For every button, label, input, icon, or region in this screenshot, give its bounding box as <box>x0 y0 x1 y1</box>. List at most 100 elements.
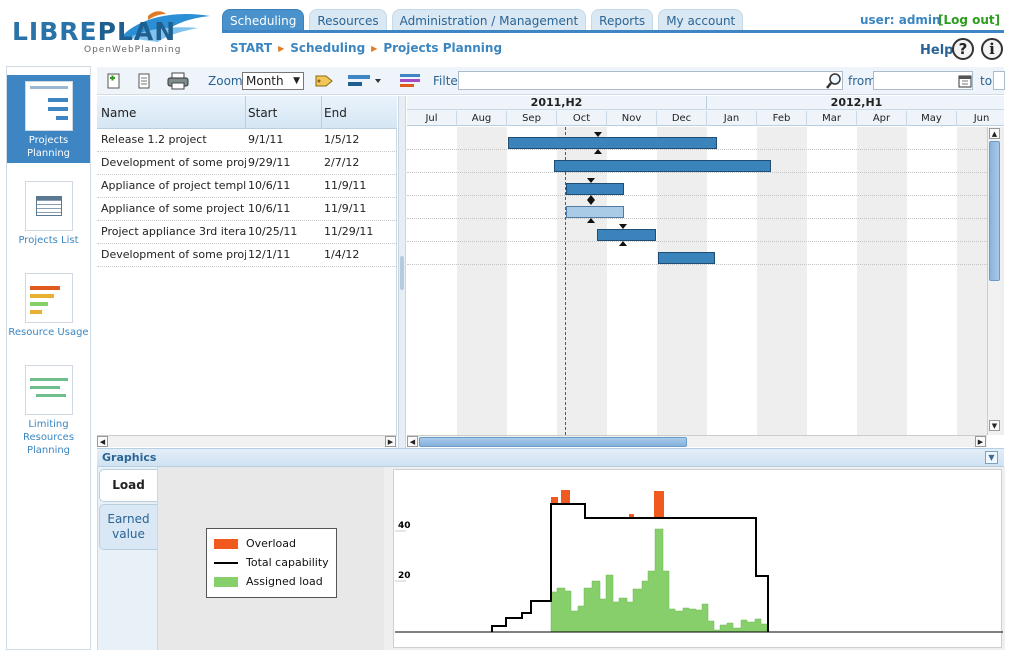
task-end: 1/4/12 <box>324 248 360 261</box>
projects-list-icon <box>24 181 73 231</box>
today-marker <box>565 127 566 435</box>
y-tick-label: 40 <box>398 521 411 531</box>
logout-link[interactable]: [Log out] <box>938 13 1001 27</box>
search-icon[interactable] <box>825 72 843 90</box>
tab-reports[interactable]: Reports <box>591 9 654 31</box>
graphics-header[interactable]: Graphics ▼ <box>97 448 1004 467</box>
task-end: 2/7/12 <box>324 156 360 169</box>
nav-resource-usage[interactable]: Resource Usage <box>7 267 90 353</box>
scroll-up-icon[interactable]: ▲ <box>989 128 1000 139</box>
user-label: user: admin <box>860 13 941 27</box>
overload-bar <box>561 490 570 504</box>
graphics-panel: Load Earned value Overload Total capabil… <box>97 467 1005 650</box>
scroll-right-icon[interactable]: ▶ <box>975 436 986 447</box>
deadline-marker-icon <box>619 224 627 229</box>
nav-limiting-resources-label: Limiting Resources Planning <box>22 419 75 456</box>
task-row[interactable]: Project appliance 3rd iteration 10/25/11… <box>97 221 397 244</box>
task-bar[interactable] <box>658 252 715 264</box>
collapse-icon[interactable]: ▼ <box>985 451 998 464</box>
panel-splitter[interactable] <box>398 96 406 448</box>
column-start[interactable]: Start <box>248 106 278 120</box>
column-name[interactable]: Name <box>101 106 137 120</box>
column-end[interactable]: End <box>324 106 347 120</box>
chart-legend: Overload Total capability Assigned load <box>206 528 337 598</box>
task-list-header: Name Start End <box>97 96 397 129</box>
scrollbar-thumb[interactable] <box>989 141 1000 281</box>
chevron-down-icon: ▼ <box>293 76 300 86</box>
breadcrumb-projects-planning[interactable]: Projects Planning <box>383 41 503 55</box>
logo-word-libre: LIBRE <box>12 17 98 46</box>
task-bar[interactable] <box>554 160 771 172</box>
task-bar[interactable] <box>566 206 624 218</box>
graphics-tabs: Load Earned value <box>98 467 158 650</box>
info-icon[interactable]: i <box>981 38 1003 60</box>
gantt-vscrollbar[interactable]: ▲ ▼ <box>987 127 1001 435</box>
calendar-icon[interactable] <box>958 74 972 88</box>
tab-load[interactable]: Load <box>99 469 157 502</box>
breadcrumb-start[interactable]: START <box>230 41 273 55</box>
nav-limiting-resources[interactable]: Limiting Resources Planning <box>7 359 90 459</box>
planner-toolbar: Zoom: Month ▼ Filter from to <box>97 67 1005 95</box>
nav-projects-list[interactable]: Projects List <box>7 175 90 255</box>
task-name: Project appliance 3rd iteration <box>101 225 246 238</box>
task-row[interactable]: Appliance of some project 2nd 10/6/11 11… <box>97 198 397 221</box>
tab-scheduling[interactable]: Scheduling <box>222 9 305 31</box>
splitter-handle[interactable] <box>400 256 404 290</box>
task-bar[interactable] <box>566 183 624 195</box>
tab-earned-value[interactable]: Earned value <box>99 504 157 550</box>
show-reported-hours-icon[interactable] <box>347 72 383 90</box>
legend-item: Overload <box>214 537 296 550</box>
zoom-select[interactable]: Month ▼ <box>242 72 304 90</box>
progress-marker-icon <box>594 149 602 154</box>
show-progress-icon[interactable] <box>399 72 421 90</box>
from-date-input[interactable] <box>873 71 973 90</box>
task-list-hscrollbar[interactable]: ◀ ▶ <box>97 435 397 447</box>
task-list: Name Start End Release 1.2 project 9/1/1… <box>97 96 397 448</box>
nav-projects-list-label: Projects List <box>18 235 79 246</box>
projects-planning-icon <box>24 81 73 131</box>
nav-projects-planning[interactable]: Projects Planning <box>7 75 90 163</box>
print-icon[interactable] <box>167 72 189 90</box>
total-capability-line <box>491 503 769 632</box>
to-date-input[interactable] <box>993 71 1005 90</box>
gantt-chart: 2011,H2 2012,H1 Jul Aug Sep Oct Nov Dec … <box>407 96 1004 448</box>
timeline-month: Jun <box>957 111 1004 126</box>
tab-my-account[interactable]: My account <box>658 9 744 31</box>
new-project-icon[interactable] <box>105 72 123 90</box>
timeline-month: Jan <box>707 111 757 126</box>
overload-bar <box>654 491 664 518</box>
task-row[interactable]: Development of some project 9/29/11 2/7/… <box>97 152 397 175</box>
filter-input[interactable] <box>458 71 843 90</box>
timeline-month: Oct <box>557 111 607 126</box>
deadline-marker-icon <box>587 178 595 183</box>
timeline-month: Apr <box>857 111 907 126</box>
task-row[interactable]: Development of some project 12/1/11 1/4/… <box>97 244 397 267</box>
gantt-hscrollbar[interactable]: ◀ ▶ <box>407 435 987 447</box>
task-bar[interactable] <box>597 229 656 241</box>
tab-underline <box>222 30 1004 33</box>
scroll-left-icon[interactable]: ◀ <box>407 436 418 447</box>
task-name: Appliance of some project 2nd <box>101 202 246 215</box>
breadcrumb-scheduling[interactable]: Scheduling <box>290 41 366 55</box>
scroll-left-icon[interactable]: ◀ <box>97 436 108 447</box>
task-bar[interactable] <box>508 137 717 149</box>
new-from-template-icon[interactable] <box>135 72 153 90</box>
task-row[interactable]: Appliance of project template 10/6/11 11… <box>97 175 397 198</box>
deadline-marker-icon <box>587 200 595 205</box>
help-icon[interactable]: ? <box>952 38 974 60</box>
tab-resources[interactable]: Resources <box>309 9 387 31</box>
nav-projects-planning-label: Projects Planning <box>26 135 71 159</box>
libreplan-logo: LIBREPLAN OpenWebPlanning <box>10 8 210 60</box>
help-link[interactable]: Help <box>920 43 954 58</box>
scroll-right-icon[interactable]: ▶ <box>385 436 396 447</box>
task-row[interactable]: Release 1.2 project 9/1/11 1/5/12 <box>97 129 397 152</box>
task-name: Development of some project <box>101 156 246 169</box>
breadcrumb: START ▶ Scheduling ▶ Projects Planning <box>230 41 502 55</box>
scrollbar-thumb[interactable] <box>419 437 687 447</box>
scroll-down-icon[interactable]: ▼ <box>989 420 1000 431</box>
gantt-body <box>407 127 1004 435</box>
tab-administration[interactable]: Administration / Management <box>391 9 587 31</box>
legend-label: Assigned load <box>246 575 323 588</box>
label-tag-icon[interactable] <box>314 72 334 90</box>
task-name: Release 1.2 project <box>101 133 207 146</box>
